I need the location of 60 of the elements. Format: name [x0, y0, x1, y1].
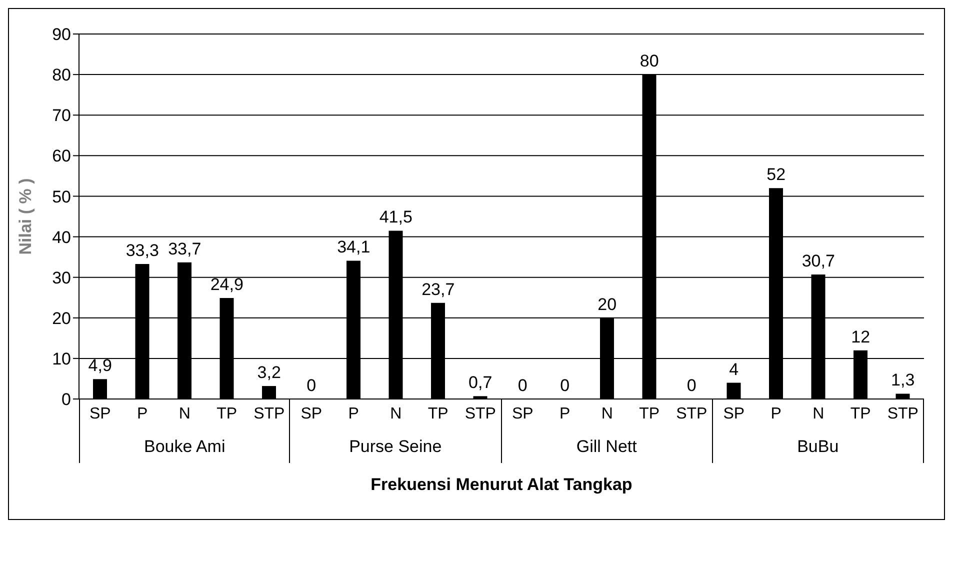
data-label: 20 [598, 294, 617, 314]
data-label: 0 [518, 376, 528, 395]
data-label: 1,3 [891, 370, 915, 390]
y-tick-label: 50 [52, 187, 71, 206]
x-tick-label: STP [676, 405, 708, 422]
x-tick-label: STP [254, 405, 285, 422]
x-tick-label: STP [887, 405, 918, 422]
x-tick-label: P [348, 405, 359, 422]
x-tick-label: STP [464, 405, 496, 422]
data-label: 33,3 [126, 240, 159, 260]
data-label: 12 [851, 327, 870, 346]
data-label: 34,1 [337, 238, 370, 257]
y-tick-label: 10 [52, 349, 71, 368]
x-tick-label: SP [89, 405, 111, 422]
data-label: 3,2 [257, 363, 281, 382]
x-tick-label: P [137, 405, 148, 422]
y-axis-title: Nilai ( % ) [16, 178, 36, 255]
x-tick-label: SP [300, 405, 322, 422]
bar [262, 386, 276, 399]
data-label: 0 [686, 376, 696, 395]
x-tick-label: SP [512, 405, 534, 422]
x-tick-label: N [390, 405, 402, 422]
data-label: 52 [766, 165, 786, 184]
y-tick-label: 90 [52, 25, 71, 44]
text: Gill Nett [576, 437, 637, 457]
data-label: 4,9 [88, 356, 112, 376]
x-tick-label: TP [639, 405, 660, 422]
data-label: 4 [729, 360, 739, 379]
data-label: 33,7 [168, 239, 202, 258]
data-label: 0 [560, 376, 570, 395]
y-tick-label: 30 [52, 268, 71, 288]
y-tick-label: 0 [62, 390, 71, 410]
y-tick-label: 40 [52, 228, 71, 247]
x-tick-label: P [770, 405, 782, 422]
y-tick-label: 80 [52, 66, 71, 85]
x-tick-label: P [560, 405, 570, 422]
x-tick-label: N [178, 405, 190, 422]
y-tick-label: 20 [52, 308, 71, 328]
x-tick-label: TP [216, 405, 238, 422]
y-tick-label: 70 [52, 106, 71, 126]
y-tick-label: 60 [52, 146, 71, 166]
data-label: 23,7 [422, 280, 455, 299]
x-axis-title: Frekuensi Menurut Alat Tangkap [370, 475, 634, 495]
x-tick-label: N [812, 405, 824, 422]
bar [726, 382, 741, 399]
text: Purse Seine [349, 437, 442, 457]
bar [93, 379, 107, 399]
data-label: 80 [640, 52, 659, 71]
x-tick-label: TP [850, 405, 871, 422]
text: BuBu [797, 437, 839, 457]
text: Bouke Ami [144, 437, 226, 457]
data-label: 0,7 [468, 373, 492, 392]
data-label: 41,5 [379, 208, 412, 227]
data-label: 30,7 [802, 251, 835, 270]
data-label: 0 [306, 376, 316, 395]
x-tick-label: N [601, 405, 613, 422]
x-tick-label: SP [723, 405, 745, 422]
bar [896, 394, 910, 399]
x-tick-label: TP [428, 405, 448, 422]
data-label: 24,9 [210, 275, 244, 294]
